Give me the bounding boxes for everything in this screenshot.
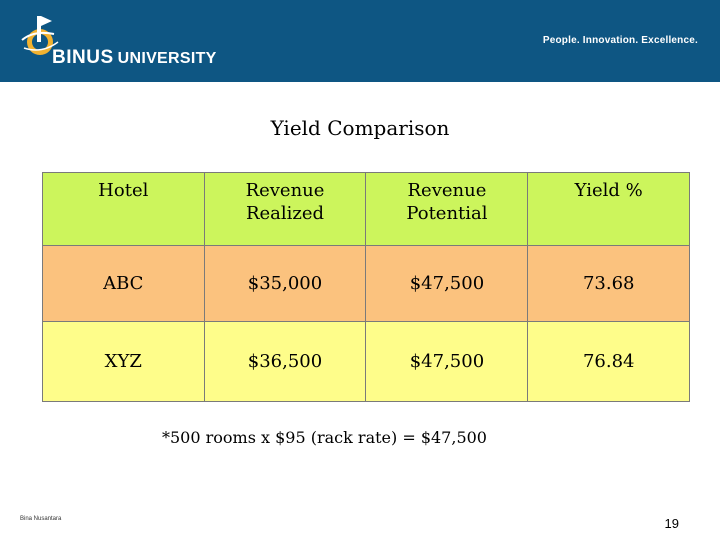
binus-logo-icon: [21, 16, 59, 55]
tagline: People. Innovation. Excellence.: [542, 35, 698, 46]
brand-short: BINUS: [52, 47, 114, 68]
header-line: Revenue: [407, 180, 487, 201]
header-revenue-realized: Revenue Realized: [203, 172, 367, 246]
cell-potential: $47,500: [365, 321, 529, 402]
table-row: ABC $35,000 $47,500 73.68: [42, 245, 690, 322]
header-line: Realized: [245, 203, 325, 224]
cell-realized: $35,000: [203, 245, 367, 322]
cell-yield: 76.84: [527, 321, 690, 402]
table-header-row: Hotel Revenue Realized Revenue Potential…: [42, 172, 690, 246]
slide-title: Yield Comparison: [270, 116, 450, 140]
table-row: XYZ $36,500 $47,500 76.84: [42, 321, 690, 402]
brand-name: BINUS UNIVERSITY: [52, 47, 217, 69]
cell-realized: $36,500: [203, 321, 367, 402]
header-hotel-label: Hotel: [98, 180, 149, 201]
cell-yield: 73.68: [527, 245, 690, 322]
cell-hotel: XYZ: [42, 321, 205, 402]
header-hotel: Hotel: [42, 172, 205, 246]
header-yield: Yield %: [527, 172, 690, 246]
header-yield-label: Yield %: [574, 180, 643, 201]
header-line: Revenue: [245, 180, 325, 201]
yield-table: Hotel Revenue Realized Revenue Potential…: [42, 172, 690, 402]
footer-author: Bina Nusantara: [20, 516, 62, 522]
cell-potential: $47,500: [365, 245, 529, 322]
footnote: *500 rooms x $95 (rack rate) = $47,500: [162, 428, 487, 447]
cell-hotel: ABC: [42, 245, 205, 322]
page-number: 19: [664, 516, 679, 531]
header-line: Potential: [406, 203, 488, 224]
header-bar: BINUS UNIVERSITY People. Innovation. Exce…: [0, 0, 720, 82]
header-revenue-potential: Revenue Potential: [365, 172, 529, 246]
brand-rest: UNIVERSITY: [117, 50, 217, 67]
